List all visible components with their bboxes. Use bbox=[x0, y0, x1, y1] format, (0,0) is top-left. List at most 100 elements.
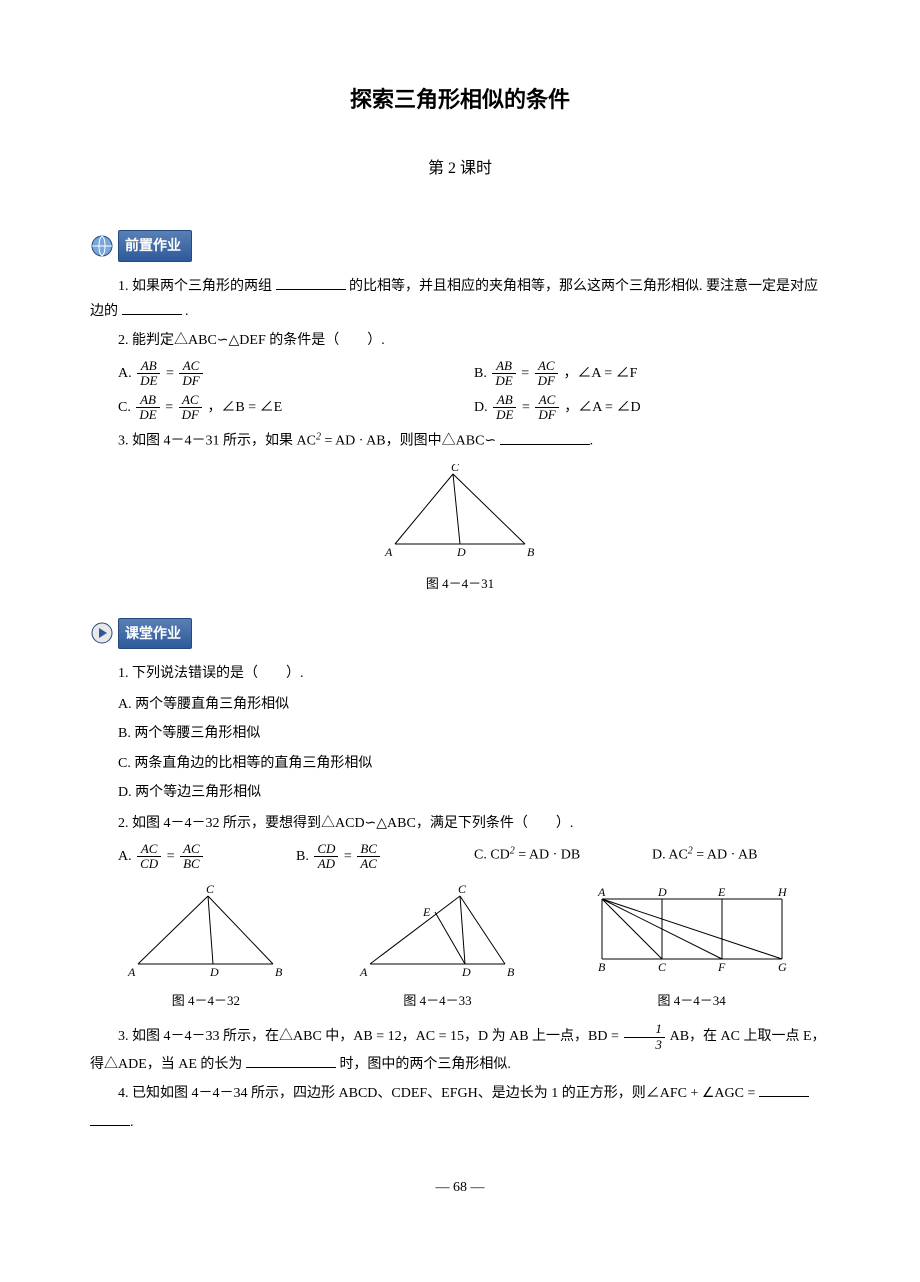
squares-diagram: ADEHBCFG bbox=[587, 884, 797, 976]
text: ，∠B = ∠E bbox=[207, 400, 282, 415]
text: 3. 如图 4－4－33 所示，在△ABC 中，AB = 12，AC = 15，… bbox=[118, 1029, 622, 1044]
fill-blank bbox=[276, 276, 346, 290]
fraction: 13 bbox=[624, 1022, 665, 1052]
figure-4-4-32: A B C D 图 4－4－32 bbox=[123, 884, 288, 1013]
svg-text:C: C bbox=[458, 884, 467, 896]
fraction: BCAC bbox=[357, 842, 380, 872]
label: B. bbox=[296, 849, 312, 864]
page-title: 探索三角形相似的条件 bbox=[90, 80, 830, 120]
svg-text:D: D bbox=[461, 965, 471, 976]
figure-4-4-34: ADEHBCFG 图 4－4－34 bbox=[587, 884, 797, 1013]
fraction: ABDE bbox=[492, 359, 515, 389]
svg-text:E: E bbox=[422, 905, 431, 919]
fraction: CDAD bbox=[314, 842, 338, 872]
label: C. CD bbox=[474, 848, 510, 863]
option-a: A. ABDE = ACDF bbox=[118, 357, 474, 391]
svg-text:A: A bbox=[127, 965, 136, 976]
svg-text:D: D bbox=[657, 885, 667, 899]
text: 1. 如果两个三角形的两组 bbox=[118, 279, 272, 294]
figure-4-4-33: E A B C D 图 4－4－33 bbox=[355, 884, 520, 1013]
svg-text:H: H bbox=[777, 885, 788, 899]
option-c: C. CD2 = AD · DB bbox=[474, 840, 652, 874]
fraction: ACBC bbox=[180, 842, 203, 872]
label: B. bbox=[474, 366, 490, 381]
s2-q2-options: A. ACCD = ACBC B. CDAD = BCAC C. CD2 = A… bbox=[118, 840, 830, 874]
s2-q4-tail: . bbox=[90, 1110, 830, 1135]
text: . bbox=[590, 434, 594, 449]
svg-text:A: A bbox=[384, 545, 393, 559]
s1-q3: 3. 如图 4－4－31 所示，如果 AC2 = AD · AB，则图中△ABC… bbox=[90, 428, 830, 454]
label: A. bbox=[118, 366, 135, 381]
svg-text:D: D bbox=[456, 545, 466, 559]
section-badge-label: 课堂作业 bbox=[118, 618, 192, 649]
globe-icon bbox=[90, 234, 114, 258]
label: A. bbox=[118, 849, 135, 864]
text: 4. 已知如图 4－4－34 所示，四边形 ABCD、CDEF、EFGH、是边长… bbox=[118, 1086, 759, 1101]
fill-blank bbox=[246, 1054, 336, 1068]
triangle-diagram: A B C D bbox=[123, 884, 288, 976]
text: = AD · AB，则图中△ABC∽ bbox=[321, 434, 496, 449]
fraction: ABDE bbox=[136, 393, 159, 423]
fill-blank bbox=[500, 431, 590, 445]
svg-text:C: C bbox=[451, 464, 460, 474]
s2-q4: 4. 已知如图 4－4－34 所示，四边形 ABCD、CDEF、EFGH、是边长… bbox=[90, 1081, 830, 1106]
section-badge-classwork: 课堂作业 bbox=[90, 618, 192, 649]
svg-text:A: A bbox=[597, 885, 606, 899]
text: = AD · AB bbox=[693, 848, 758, 863]
s1-q2-options: A. ABDE = ACDF B. ABDE = ACDF ，∠A = ∠F C… bbox=[118, 357, 830, 424]
svg-text:A: A bbox=[359, 965, 368, 976]
text: = AD · DB bbox=[515, 848, 580, 863]
option-d: D. AC2 = AD · AB bbox=[652, 840, 830, 874]
option-b: B. 两个等腰三角形相似 bbox=[118, 719, 830, 748]
svg-text:B: B bbox=[527, 545, 535, 559]
option-b: B. CDAD = BCAC bbox=[296, 840, 474, 874]
figure-caption: 图 4－4－31 bbox=[90, 572, 830, 595]
fraction: ABDE bbox=[137, 359, 160, 389]
text: ，∠A = ∠D bbox=[564, 400, 640, 415]
option-a: A. ACCD = ACBC bbox=[118, 840, 296, 874]
fill-blank bbox=[90, 1112, 130, 1126]
fill-blank bbox=[122, 301, 182, 315]
s1-q2-stem: 2. 能判定△ABC∽△DEF 的条件是（ ）. bbox=[90, 328, 830, 353]
option-d: D. 两个等边三角形相似 bbox=[118, 778, 830, 807]
svg-text:C: C bbox=[658, 960, 667, 974]
label: C. bbox=[118, 400, 134, 415]
option-a: A. 两个等腰直角三角形相似 bbox=[118, 690, 830, 719]
s2-q1-options: A. 两个等腰直角三角形相似 B. 两个等腰三角形相似 C. 两条直角边的比相等… bbox=[118, 690, 830, 807]
figure-4-4-31: A B C D 图 4－4－31 bbox=[90, 464, 830, 596]
text: ，∠A = ∠F bbox=[563, 366, 637, 381]
option-c: C. 两条直角边的比相等的直角三角形相似 bbox=[118, 749, 830, 778]
triangle-diagram: A B C D bbox=[375, 464, 545, 559]
s2-q2-stem: 2. 如图 4－4－32 所示，要想得到△ACD∽△ABC，满足下列条件（ ）. bbox=[90, 811, 830, 836]
option-c: C. ABDE = ACDF ，∠B = ∠E bbox=[118, 391, 474, 425]
svg-text:E: E bbox=[717, 885, 726, 899]
triangle-diagram: E A B C D bbox=[355, 884, 520, 976]
svg-text:B: B bbox=[598, 960, 606, 974]
svg-text:B: B bbox=[275, 965, 283, 976]
option-d: D. ABDE = ACDF ，∠A = ∠D bbox=[474, 391, 830, 425]
svg-text:G: G bbox=[778, 960, 787, 974]
svg-text:C: C bbox=[206, 884, 215, 896]
figures-row: ABCD 图 4－4－32 EABCD 图 4－4－33 ADEHBCFG 图 … bbox=[90, 884, 830, 1013]
fraction: ACDF bbox=[179, 393, 202, 423]
fill-blank bbox=[759, 1083, 809, 1097]
fraction: ACDF bbox=[535, 359, 558, 389]
text: . bbox=[130, 1115, 134, 1130]
text: 时，图中的两个三角形相似. bbox=[339, 1057, 511, 1072]
svg-text:B: B bbox=[507, 965, 515, 976]
option-b: B. ABDE = ACDF ，∠A = ∠F bbox=[474, 357, 830, 391]
label: D. bbox=[474, 400, 491, 415]
figure-caption: 图 4－4－34 bbox=[587, 989, 797, 1012]
figure-caption: 图 4－4－33 bbox=[355, 989, 520, 1012]
page-subtitle: 第 2 课时 bbox=[90, 155, 830, 184]
s2-q1-stem: 1. 下列说法错误的是（ ）. bbox=[90, 661, 830, 686]
s2-q3: 3. 如图 4－4－33 所示，在△ABC 中，AB = 12，AC = 15，… bbox=[90, 1022, 830, 1077]
section-badge-preclass: 前置作业 bbox=[90, 230, 192, 261]
label: D. AC bbox=[652, 848, 688, 863]
fraction: ACDF bbox=[179, 359, 202, 389]
figure-caption: 图 4－4－32 bbox=[123, 989, 288, 1012]
fraction: ABDE bbox=[493, 393, 516, 423]
text: . bbox=[185, 304, 189, 319]
fraction: ACDF bbox=[535, 393, 558, 423]
svg-text:D: D bbox=[209, 965, 219, 976]
